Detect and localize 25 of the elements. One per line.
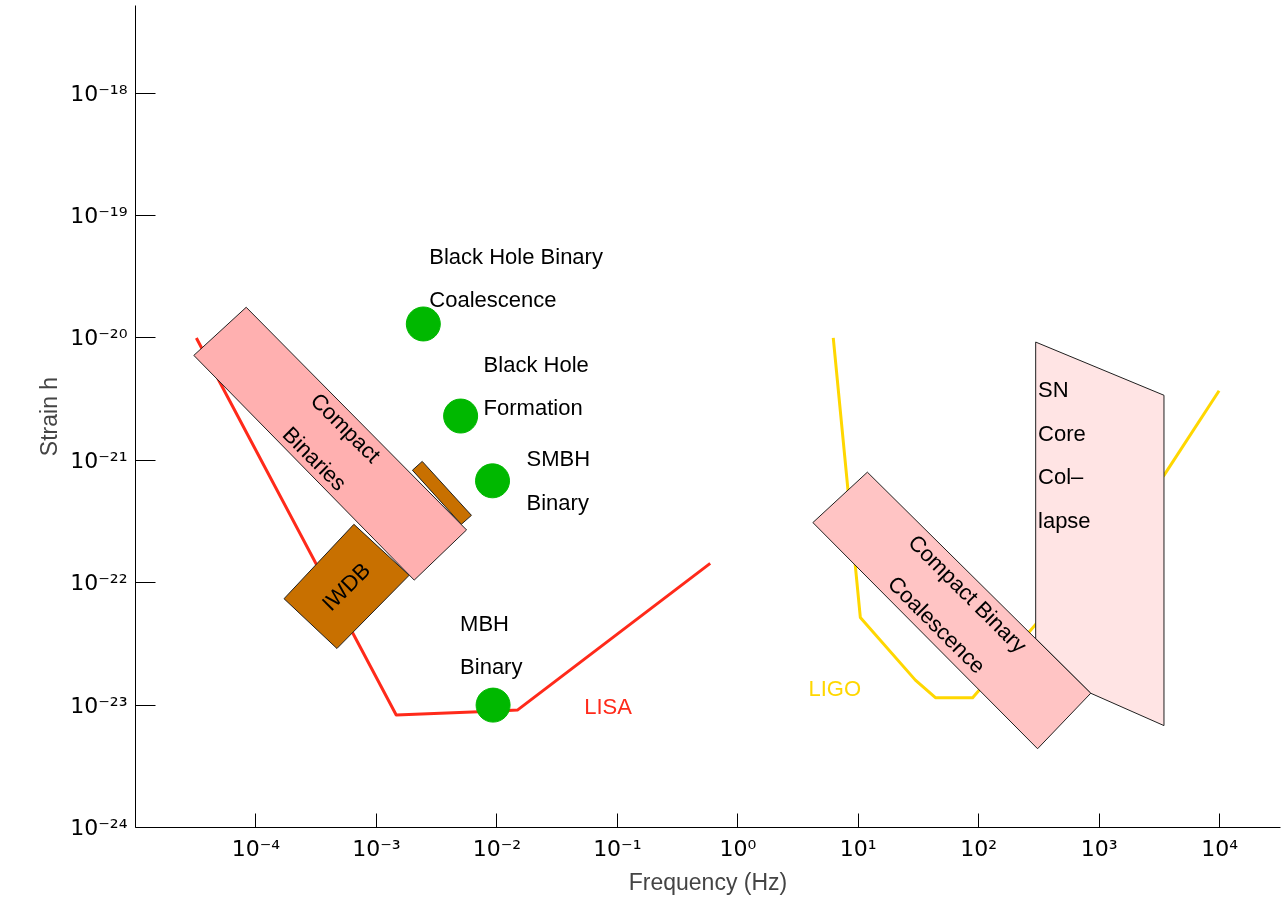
x-tick-label: 10⁻² [472,835,522,861]
annotation: SMBH Binary [526,446,591,516]
y-tick-label: 10⁻²² [70,570,128,596]
y-tick-label: 10⁻²⁰ [70,325,128,351]
y-tick-label: 10⁻²¹ [70,447,128,473]
x-tick-label: 10⁴ [1201,835,1239,861]
y-tick-label: 10⁻²³ [70,692,128,718]
series-label: LIGO [808,676,861,702]
annotation: Black Hole Formation [483,351,589,421]
y-tick-label: 10⁻¹⁸ [70,80,128,106]
annotation: Black Hole Binary Coalescence [429,243,603,313]
y-axis-title: Strain h [36,376,63,457]
x-tick-label: 10⁻¹ [593,835,642,861]
x-tick-label: 10⁻⁴ [231,835,281,861]
series-label: LISA [584,693,633,719]
y-tick-label: 10⁻¹⁹ [70,203,128,229]
x-tick-label: 10⁻³ [352,835,401,861]
x-tick-label: 10² [960,835,998,861]
x-tick-label: 10¹ [839,835,877,861]
x-tick-label: 10⁰ [719,835,757,861]
x-axis-title: Frequency (Hz) [628,868,788,895]
y-tick-label: 10⁻²⁴ [70,815,128,840]
x-tick-label: 10³ [1080,835,1118,861]
annotation: SN Core Col– lapse [1038,376,1091,534]
annotation: MBH Binary [460,610,523,680]
